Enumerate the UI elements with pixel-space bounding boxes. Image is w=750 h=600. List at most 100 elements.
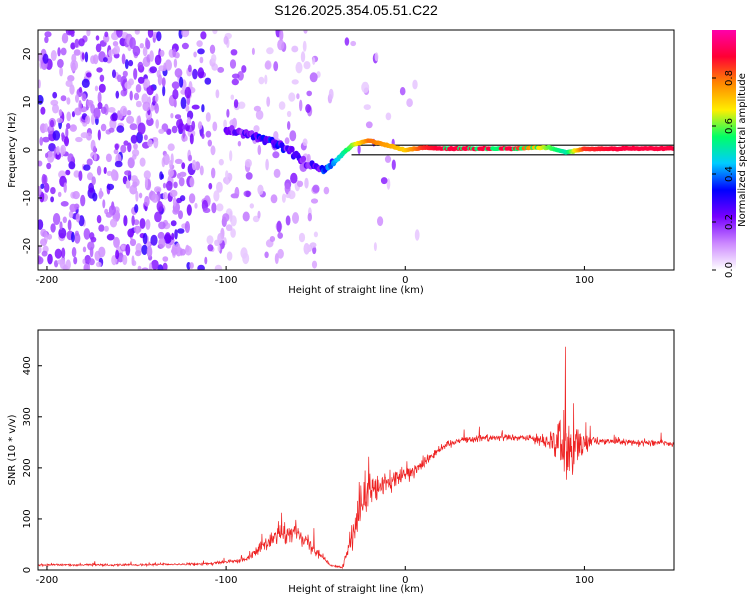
signal-point	[300, 155, 307, 163]
noise-blob	[96, 165, 102, 176]
noise-blob	[270, 194, 278, 204]
x-tick-label: -100	[215, 275, 238, 286]
noise-blob	[143, 170, 151, 180]
noise-blob	[48, 143, 56, 152]
noise-blob	[100, 123, 107, 132]
noise-blob	[173, 58, 178, 68]
noise-blob	[133, 92, 140, 101]
noise-blob	[385, 112, 392, 121]
noise-blob	[281, 193, 286, 203]
noise-blob	[42, 53, 49, 64]
noise-blob	[286, 110, 292, 118]
noise-blob	[41, 250, 48, 257]
noise-blob	[302, 138, 308, 146]
noise-blob	[290, 172, 298, 184]
noise-blob	[171, 232, 175, 240]
signal-point	[670, 146, 674, 151]
noise-blob	[116, 125, 125, 133]
noise-blob	[210, 145, 216, 156]
x-tick-label: 0	[402, 275, 408, 286]
noise-blob	[98, 83, 106, 93]
noise-blob	[157, 264, 164, 270]
noise-blob	[170, 153, 174, 165]
noise-blob	[233, 99, 239, 109]
noise-blob	[39, 136, 43, 146]
noise-blob	[133, 143, 138, 150]
noise-blob	[412, 79, 418, 90]
noise-blob	[158, 221, 166, 230]
noise-blob	[103, 167, 107, 174]
noise-blob	[78, 86, 83, 93]
noise-blob	[88, 258, 95, 266]
signal-point	[289, 146, 295, 153]
noise-blob	[38, 245, 42, 255]
noise-blob	[108, 49, 113, 58]
noise-blob	[365, 121, 373, 129]
noise-blob	[217, 244, 221, 252]
noise-blob	[136, 131, 143, 144]
colorbar-tick-label: 0.0	[724, 262, 735, 278]
noise-blob	[121, 53, 126, 65]
noise-blob	[83, 228, 91, 240]
noise-blob	[310, 198, 319, 204]
noise-blob	[113, 45, 121, 55]
noise-blob	[266, 96, 271, 107]
noise-blob	[200, 31, 207, 40]
noise-blob	[157, 231, 165, 240]
noise-blob	[126, 115, 135, 124]
y-tick-label: -20	[22, 238, 33, 254]
noise-blob	[305, 104, 311, 113]
noise-blob	[178, 177, 185, 187]
noise-blob	[58, 109, 63, 117]
noise-blob	[96, 67, 103, 73]
colorbar-tick-label: 0.6	[724, 118, 735, 134]
noise-blob	[50, 187, 56, 195]
noise-blob	[188, 154, 193, 162]
noise-blob	[229, 210, 233, 223]
noise-blob	[162, 153, 170, 166]
noise-blob	[75, 213, 81, 223]
y-tick-label: 0	[22, 567, 33, 573]
noise-blob	[215, 89, 220, 99]
noise-blob	[265, 158, 269, 171]
noise-blob	[391, 159, 396, 171]
noise-blob	[285, 215, 291, 226]
noise-blob	[126, 110, 132, 116]
noise-blob	[158, 237, 166, 249]
noise-blob	[304, 177, 309, 189]
noise-blob	[93, 152, 97, 161]
noise-blob	[122, 254, 128, 266]
y-tick-label: 20	[22, 48, 33, 61]
noise-blob	[108, 127, 115, 133]
noise-blob	[242, 252, 250, 265]
noise-blob	[186, 204, 192, 216]
noise-blob	[88, 182, 94, 193]
x-tick-label: -100	[215, 575, 238, 586]
noise-blob	[85, 115, 91, 125]
noise-blob	[291, 45, 299, 53]
noise-blob	[93, 145, 97, 153]
noise-blob	[184, 221, 190, 233]
noise-blob	[222, 213, 230, 222]
noise-blob	[47, 233, 53, 240]
noise-blob	[253, 105, 261, 112]
noise-blob	[135, 84, 142, 93]
noise-blob	[168, 168, 174, 178]
noise-blob	[42, 136, 50, 143]
noise-blob	[165, 180, 173, 191]
noise-blob	[139, 157, 146, 167]
noise-blob	[212, 121, 218, 132]
noise-blob	[361, 81, 370, 93]
noise-blob	[52, 213, 61, 225]
noise-blob	[174, 68, 183, 78]
noise-blob	[255, 110, 264, 120]
noise-blob	[230, 94, 235, 100]
noise-blob	[124, 170, 132, 176]
noise-blob	[172, 208, 180, 215]
noise-blob	[127, 142, 132, 153]
y-tick-label: 400	[22, 356, 33, 375]
noise-blob	[156, 31, 162, 42]
noise-blob	[131, 260, 137, 267]
